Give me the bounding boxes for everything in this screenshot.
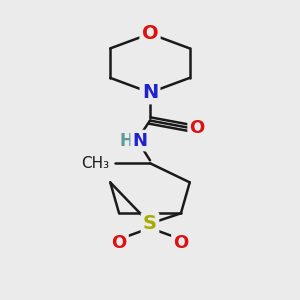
- Text: S: S: [143, 214, 157, 233]
- Text: O: O: [142, 24, 158, 43]
- Text: O: O: [173, 234, 188, 252]
- Text: CH₃: CH₃: [81, 156, 109, 171]
- Text: O: O: [190, 119, 205, 137]
- Text: N: N: [142, 83, 158, 102]
- Text: N: N: [132, 132, 147, 150]
- Text: O: O: [112, 234, 127, 252]
- Text: H: H: [119, 132, 133, 150]
